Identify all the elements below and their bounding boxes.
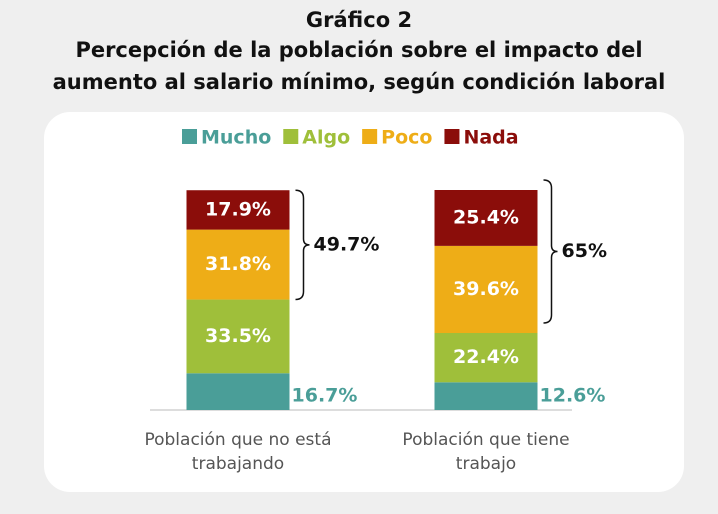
value-label: 22.4% bbox=[453, 346, 519, 368]
bar-segment bbox=[434, 245, 538, 333]
x-tick-label: Población que no está trabajando bbox=[144, 430, 332, 474]
legend-swatch bbox=[182, 129, 197, 144]
chart-subtitle: Percepción de la población sobre el impa… bbox=[75, 38, 643, 62]
annotation: 65% bbox=[562, 240, 607, 262]
bar-segment bbox=[434, 382, 538, 410]
legend-label: Nada bbox=[463, 127, 518, 149]
bracket bbox=[543, 179, 558, 324]
bracket bbox=[295, 189, 310, 301]
value-label: 17.9% bbox=[205, 198, 271, 220]
bar-segment bbox=[434, 190, 538, 246]
chart-title: Gráfico 2 bbox=[305, 8, 413, 32]
value-label: 39.6% bbox=[453, 278, 519, 300]
legend-swatch bbox=[362, 129, 378, 144]
bar-segment bbox=[434, 333, 538, 383]
legend-label: Poco bbox=[381, 127, 432, 149]
bar-segment bbox=[186, 299, 290, 374]
value-label: 12.6% bbox=[540, 385, 606, 407]
legend-label: Mucho bbox=[201, 127, 271, 149]
value-label: 33.5% bbox=[205, 325, 271, 347]
annotation: 49.7% bbox=[314, 233, 380, 255]
panel bbox=[44, 112, 684, 492]
value-label: 25.4% bbox=[453, 206, 519, 228]
bar-segment bbox=[186, 190, 290, 230]
legend-swatch bbox=[283, 129, 299, 144]
bar-segment bbox=[186, 229, 290, 300]
bar-segment bbox=[186, 373, 290, 410]
x-tick-label: Población que tiene trabajo bbox=[402, 430, 570, 474]
value-label: 16.7% bbox=[292, 385, 358, 407]
legend-swatch bbox=[444, 129, 460, 144]
chart-subtitle: aumento al salario mínimo, según condici… bbox=[52, 70, 666, 94]
legend-label: Algo bbox=[302, 127, 350, 149]
value-label: 31.8% bbox=[205, 253, 271, 275]
